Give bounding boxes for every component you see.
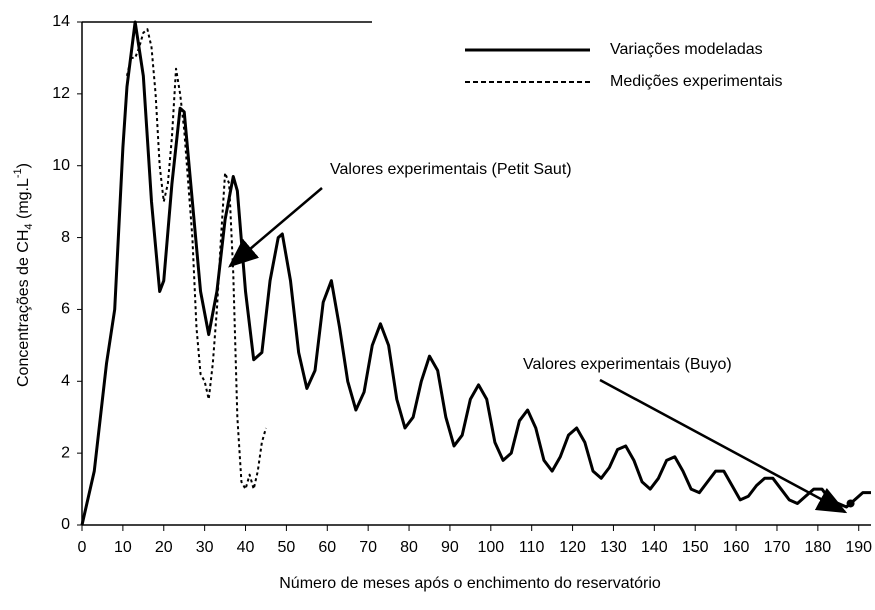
x-tick-label: 140	[641, 539, 668, 556]
annotation: Valores experimentais (Petit Saut)	[330, 161, 572, 178]
x-tick-label: 120	[559, 539, 586, 556]
y-tick-label: 12	[52, 85, 70, 102]
experimental-point	[846, 499, 855, 508]
x-tick-label: 160	[723, 539, 750, 556]
x-tick-label: 190	[845, 539, 872, 556]
y-tick-label: 6	[61, 301, 70, 318]
data-line	[80, 20, 871, 526]
x-tick-label: 100	[477, 539, 504, 556]
x-tick-label: 180	[805, 539, 832, 556]
legend-label: Medições experimentais	[610, 73, 783, 90]
x-tick-label: 70	[359, 539, 377, 556]
x-tick-label: 60	[318, 539, 336, 556]
x-tick-label: 110	[519, 539, 545, 556]
x-tick-label: 90	[441, 539, 459, 556]
annotation: Valores experimentais (Buyo)	[523, 356, 732, 373]
legend-label: Variações modeladas	[610, 41, 763, 58]
x-tick-label: 40	[237, 539, 255, 556]
x-tick-label: 30	[196, 539, 214, 556]
y-tick-label: 10	[52, 157, 70, 174]
y-tick-label: 8	[61, 229, 70, 246]
y-tick-label: 2	[61, 444, 70, 461]
x-tick-label: 0	[78, 539, 87, 556]
x-tick-label: 10	[114, 539, 132, 556]
x-axis-label: Número de meses após o enchimento do res…	[279, 575, 661, 592]
x-tick-label: 80	[400, 539, 418, 556]
x-tick-label: 150	[682, 539, 709, 556]
annotation-arrow	[228, 187, 323, 268]
x-tick-label: 130	[600, 539, 627, 556]
annotation-arrow	[599, 378, 848, 514]
y-axis-label: Concentrações de CH4 (mg.L-1)	[12, 163, 35, 387]
y-tick-label: 14	[52, 13, 70, 30]
y-tick-label: 0	[61, 516, 70, 533]
y-tick-label: 4	[61, 373, 70, 390]
data-line	[125, 28, 267, 491]
x-tick-label: 170	[764, 539, 791, 556]
x-tick-label: 50	[278, 539, 296, 556]
x-tick-label: 20	[155, 539, 173, 556]
